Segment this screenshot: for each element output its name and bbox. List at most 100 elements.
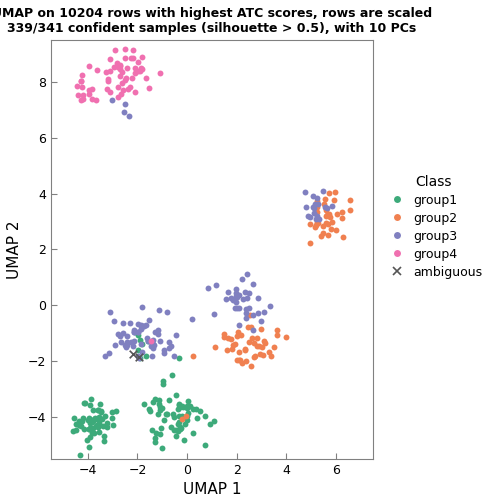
Point: [140, 400, 148, 408]
Point: [260, 337, 268, 345]
Point: [125, 319, 134, 327]
Point: [306, 219, 314, 227]
Point: [74, 82, 82, 90]
Point: [183, 416, 191, 424]
Point: [113, 83, 121, 91]
Point: [134, 328, 142, 336]
Point: [142, 74, 150, 82]
Y-axis label: UMAP 2: UMAP 2: [7, 220, 22, 279]
Point: [131, 69, 139, 77]
Point: [235, 348, 243, 356]
Point: [100, 412, 108, 420]
Point: [240, 346, 248, 354]
Point: [86, 401, 94, 409]
Point: [314, 219, 322, 227]
Point: [85, 90, 93, 98]
Point: [103, 423, 111, 431]
Point: [328, 202, 336, 210]
Point: [148, 426, 156, 434]
Point: [251, 352, 259, 360]
Point: [135, 353, 143, 361]
Point: [241, 345, 249, 353]
Point: [121, 341, 130, 349]
Point: [76, 417, 84, 425]
Point: [130, 337, 138, 345]
Point: [169, 410, 177, 418]
Point: [328, 225, 336, 233]
X-axis label: UMAP 1: UMAP 1: [182, 482, 241, 497]
Point: [310, 209, 319, 217]
Point: [142, 352, 150, 360]
Point: [242, 357, 250, 365]
Point: [111, 46, 119, 54]
Point: [259, 343, 267, 351]
Point: [322, 212, 330, 220]
Point: [108, 96, 116, 104]
Point: [270, 343, 278, 351]
Point: [346, 206, 354, 214]
Point: [315, 215, 323, 223]
Point: [103, 85, 111, 93]
Point: [309, 192, 317, 200]
Point: [138, 340, 146, 348]
Point: [150, 341, 158, 349]
Point: [138, 53, 146, 61]
Point: [242, 314, 250, 322]
Point: [222, 295, 230, 303]
Point: [83, 436, 91, 444]
Point: [234, 321, 242, 329]
Point: [150, 344, 158, 352]
Point: [321, 195, 329, 203]
Point: [145, 405, 153, 413]
Point: [160, 416, 168, 424]
Point: [333, 211, 341, 219]
Point: [86, 433, 94, 442]
Point: [313, 208, 321, 216]
Legend: group1, group2, group3, group4, ambiguous: group1, group2, group3, group4, ambiguou…: [383, 172, 485, 281]
Point: [135, 346, 143, 354]
Point: [177, 424, 185, 432]
Point: [223, 346, 231, 354]
Point: [320, 221, 328, 229]
Point: [254, 294, 262, 302]
Point: [146, 407, 154, 415]
Point: [104, 75, 112, 83]
Point: [175, 400, 183, 408]
Point: [319, 228, 327, 236]
Point: [231, 304, 239, 312]
Point: [311, 215, 320, 223]
Point: [175, 403, 183, 411]
Point: [210, 417, 218, 425]
Point: [89, 417, 97, 425]
Point: [233, 293, 241, 301]
Point: [91, 414, 99, 422]
Point: [108, 408, 116, 416]
Point: [116, 61, 124, 69]
Point: [192, 405, 200, 413]
Point: [88, 95, 96, 103]
Point: [96, 400, 104, 408]
Point: [167, 371, 175, 379]
Point: [178, 415, 186, 423]
Point: [77, 77, 85, 85]
Point: [84, 416, 92, 424]
Point: [313, 218, 321, 226]
Point: [92, 422, 100, 430]
Point: [249, 310, 258, 319]
Point: [250, 353, 258, 361]
Point: [79, 95, 87, 103]
Point: [116, 62, 124, 70]
Point: [93, 66, 101, 74]
Point: [328, 218, 336, 226]
Point: [302, 203, 310, 211]
Point: [273, 326, 281, 334]
Point: [310, 205, 319, 213]
Point: [80, 399, 88, 407]
Point: [138, 302, 146, 310]
Point: [147, 337, 155, 345]
Point: [131, 88, 139, 96]
Point: [241, 288, 249, 296]
Point: [330, 197, 338, 205]
Point: [324, 231, 332, 239]
Point: [117, 68, 125, 76]
